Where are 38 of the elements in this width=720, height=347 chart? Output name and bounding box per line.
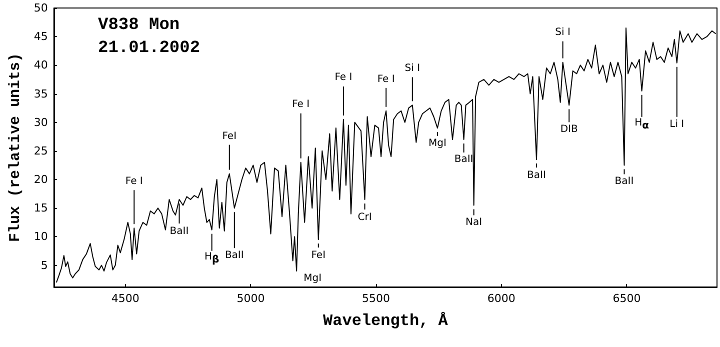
x-tick-label: 5000 (236, 292, 265, 305)
annotation: Si I (404, 63, 420, 74)
y-axis-title: Flux (relative units) (7, 52, 24, 242)
x-axis-title: Wavelength, Å (323, 311, 448, 330)
annotation: FeI (311, 250, 326, 261)
annotation: BaII (527, 170, 546, 180)
annotation: MgI (428, 138, 446, 150)
annotation: BaII (224, 250, 244, 262)
y-tick-label: 20 (34, 173, 48, 186)
annotation: MgI (304, 272, 322, 284)
annotation: Si I (555, 27, 570, 38)
annotation: DIB (560, 124, 578, 136)
y-tick-label: 10 (34, 230, 48, 244)
y-tick-label: 35 (34, 87, 48, 100)
annotation: FeI (222, 130, 237, 142)
y-tick-label: 30 (34, 116, 48, 129)
y-tick-label: 50 (34, 2, 48, 14)
y-tick-label: 15 (34, 202, 48, 215)
x-tick-label: 4500 (111, 292, 140, 305)
annotation: Fe I (125, 176, 143, 188)
x-tick-label: 5500 (362, 292, 390, 305)
annotation: BaII (170, 226, 189, 237)
annotation: CrI (358, 212, 372, 223)
annotation: BaII (454, 154, 474, 166)
x-tick-label: 6500 (612, 292, 641, 305)
y-tick-label: 40 (34, 58, 48, 72)
text: V838 Mon (98, 16, 180, 35)
x-tick-label: 6000 (487, 292, 516, 305)
annotation: Fe I (292, 99, 310, 110)
annotation: Fe I (377, 74, 395, 85)
annotation: Li I (670, 118, 684, 130)
text: 21.01.2002 (98, 39, 200, 58)
y-tick-label: 25 (34, 144, 48, 158)
annotation: Fe I (334, 72, 352, 84)
annotation: NaI (466, 217, 482, 228)
annotation: BaII (614, 176, 634, 188)
y-tick-label: 5 (40, 258, 48, 272)
y-tick-label: 45 (34, 30, 48, 44)
